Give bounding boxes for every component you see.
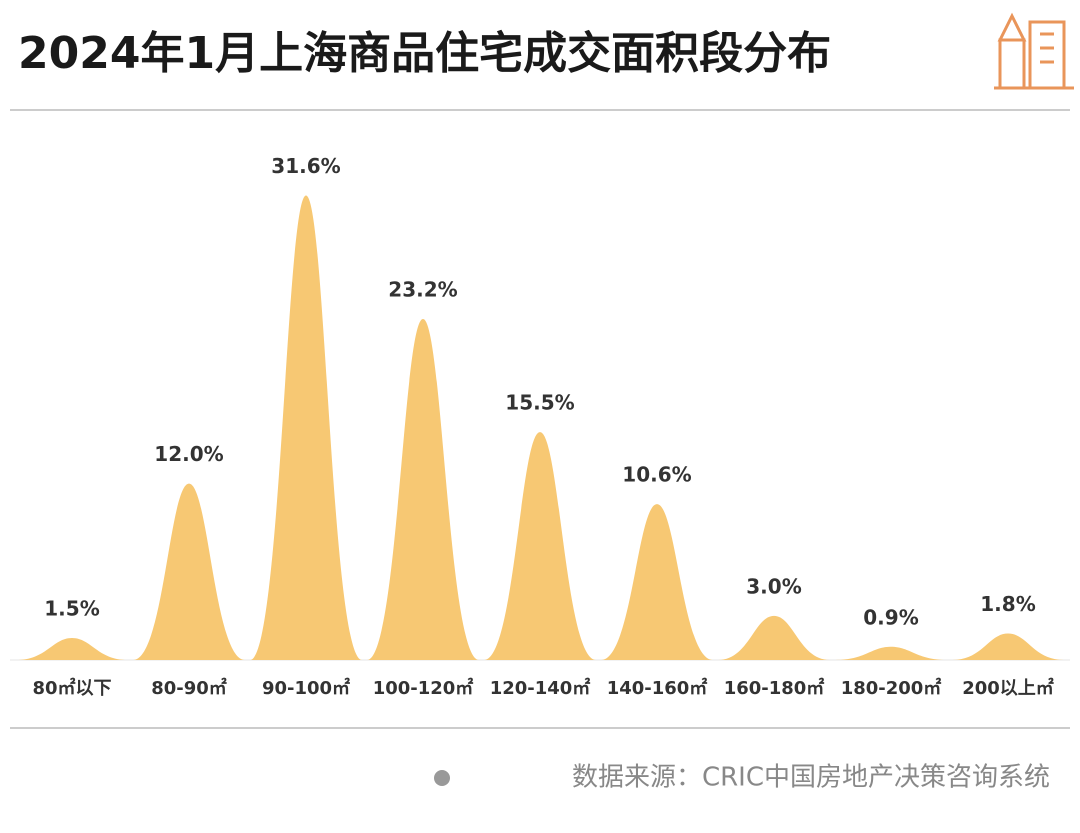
peak	[367, 318, 479, 660]
value-label: 1.8%	[980, 592, 1035, 616]
peak	[952, 633, 1064, 660]
x-tick-label: 80-90㎡	[151, 677, 227, 699]
peak	[835, 646, 947, 660]
x-tick-label: 200以上㎡	[962, 677, 1054, 699]
x-tick-label: 90-100㎡	[262, 677, 350, 699]
value-label: 0.9%	[863, 605, 918, 629]
value-label: 12.0%	[154, 442, 223, 466]
source-dot	[434, 770, 450, 786]
peak	[718, 615, 830, 660]
x-tick-label: 120-140㎡	[490, 677, 591, 699]
x-tick-label: 80㎡以下	[32, 677, 111, 699]
value-label: 23.2%	[388, 277, 457, 301]
building-icon	[994, 12, 1074, 90]
source-note: 数据来源：CRIC中国房地产决策咨询系统	[572, 763, 1050, 793]
x-tick-label: 100-120㎡	[373, 677, 474, 699]
value-label: 31.6%	[271, 154, 340, 178]
x-tick-label: 140-160㎡	[607, 677, 708, 699]
peak	[16, 637, 128, 660]
peak	[250, 195, 362, 661]
peak	[601, 504, 713, 660]
x-tick-label: 160-180㎡	[724, 677, 825, 699]
value-label: 15.5%	[505, 391, 574, 415]
peak	[133, 483, 245, 660]
value-label: 10.6%	[622, 463, 691, 487]
x-tick-label: 180-200㎡	[841, 677, 942, 699]
peak	[484, 432, 596, 660]
value-label: 3.0%	[746, 574, 801, 598]
chart-title: 2024年1月上海商品住宅成交面积段分布	[18, 28, 831, 79]
value-label: 1.5%	[44, 596, 99, 620]
